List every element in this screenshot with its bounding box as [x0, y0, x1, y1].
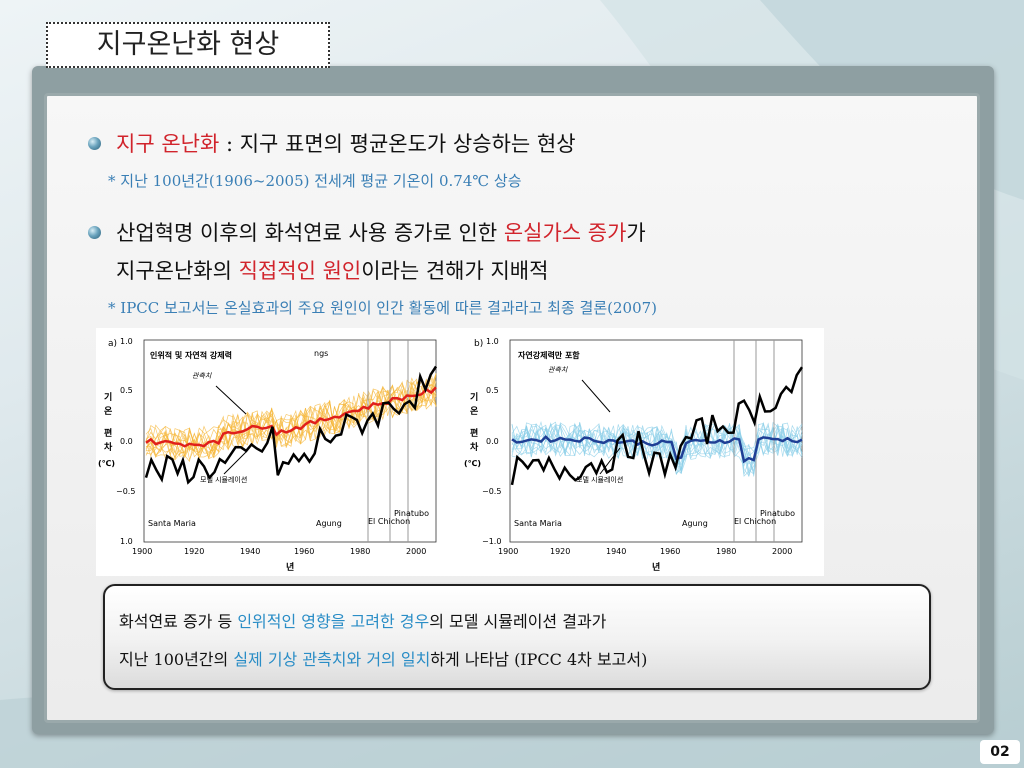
summary-highlight-human: 인위적인 영향을 고려한 경우: [237, 612, 430, 631]
panel-b-ylabel: 차: [470, 441, 479, 453]
panel-b-model-mean-line: [511, 435, 803, 464]
panel-b-ytick: 1.0: [486, 337, 499, 346]
panel-b-obs-label: 관측치: [548, 366, 568, 374]
slide-title: 지구온난화 현상: [46, 22, 330, 68]
panel-b-ytick: 0.0: [486, 437, 499, 446]
panel-a-obs-arrow: [215, 385, 247, 415]
panel-a-model-label: 모델 시뮬레이션: [200, 475, 247, 484]
panel-a-xtick: 1940: [240, 547, 260, 556]
panel-b-xlabel: 년: [652, 561, 660, 573]
panel-b-ylabel: 기: [470, 391, 478, 403]
summary-line2: 지난 100년간의 실제 기상 관측치와 거의 일치하게 나타남 (IPCC 4…: [119, 646, 647, 670]
panel-a-partial-text: ngs: [314, 349, 328, 358]
panel-b-volcano-pinatubo: Pinatubo: [760, 509, 795, 518]
panel-b-xtick: 1920: [550, 547, 570, 556]
panel-a-obs-label: 관측치: [192, 372, 212, 380]
panel-b-xtick: 1960: [660, 547, 680, 556]
bullet2-highlight-cause: 직접적인 원인: [238, 259, 362, 283]
panel-a-model-arrow: [223, 451, 247, 475]
panel-a-xlabel: 년: [286, 561, 294, 573]
bullet2-highlight-greenhouse: 온실가스 증가: [503, 221, 627, 245]
figure-svg: a) 인위적 및 자연적 강제력 ngs 관측치 모델 시뮬레이션 Santa …: [98, 337, 804, 573]
panel-a-xtick: 2000: [406, 547, 426, 556]
panel-b-volcano-santamaria: Santa Maria: [514, 519, 562, 528]
bullet2-line1-text: 산업혁명 이후의 화석연료 사용 증가로 인한: [116, 221, 504, 245]
panel-b-model-runs: [511, 420, 803, 477]
panel-b-ytick: −1.0: [482, 537, 501, 546]
panel-a-ytick: 1.0: [120, 537, 133, 546]
panel-b-volcano-agung: Agung: [682, 519, 708, 528]
panel-b-model-label: 모델 시뮬레이션: [576, 475, 623, 484]
panel-a-ytick: 1.0: [120, 337, 133, 346]
summary-line1: 화석연료 증가 등 인위적인 영향을 고려한 경우의 모델 시뮬레이션 결과가: [119, 608, 606, 632]
panel-a-xtick: 1920: [184, 547, 204, 556]
bullet2-line1-suffix: 가: [626, 221, 646, 245]
panel-b: b) 자연강제력만 포함 관측치 모델 시뮬레이션 Santa Maria Ag…: [464, 337, 804, 573]
panel-a-ytick: 0.5: [120, 386, 133, 395]
panel-b-ytick: 0.5: [486, 386, 499, 395]
panel-a-frame: [143, 339, 437, 543]
ipcc-temperature-figure: a) 인위적 및 자연적 강제력 ngs 관측치 모델 시뮬레이션 Santa …: [96, 328, 824, 576]
bullet-icon: [88, 226, 101, 239]
panel-b-obs-arrow: [581, 379, 611, 413]
panel-b-xtick: 1980: [716, 547, 736, 556]
model-run-line: [145, 373, 437, 459]
summary-line1-text: 화석연료 증가 등: [119, 612, 238, 631]
summary-line2-text: 지난 100년간의: [119, 650, 234, 669]
panel-b-legend: 자연강제력만 포함: [518, 350, 580, 360]
panel-a-model-runs: [145, 373, 437, 463]
panel-a-volcano-santamaria: Santa Maria: [148, 519, 196, 528]
panel-b-model-arrow: [599, 447, 621, 475]
panel-b-label: b): [474, 339, 483, 349]
summary-box: 화석연료 증가 등 인위적인 영향을 고려한 경우의 모델 시뮬레이션 결과가 …: [103, 584, 931, 690]
bullet2-line2: 지구온난화의 직접적인 원인이라는 견해가 지배적: [116, 255, 548, 285]
bullet2-line2-suffix: 이라는 견해가 지배적: [361, 259, 549, 283]
panel-a-xtick: 1980: [350, 547, 370, 556]
model-run-line: [145, 381, 437, 460]
panel-a-ylabel: 기: [104, 391, 112, 403]
summary-line1-suffix: 의 모델 시뮬레이션 결과가: [429, 612, 607, 631]
bullet2-line1: 산업혁명 이후의 화석연료 사용 증가로 인한 온실가스 증가가: [116, 217, 646, 247]
panel-a-ylabel: 차: [104, 441, 113, 453]
panel-a: a) 인위적 및 자연적 강제력 ngs 관측치 모델 시뮬레이션 Santa …: [98, 337, 438, 573]
panel-b-ylabel: 온: [470, 406, 478, 417]
panel-a-ylabel: (℃): [98, 459, 115, 468]
panel-b-ylabel: (℃): [464, 459, 481, 468]
panel-a-xtick: 1960: [294, 547, 314, 556]
model-run-line: [511, 423, 803, 467]
bullet-icon: [88, 137, 101, 150]
panel-a-volcano-agung: Agung: [316, 519, 342, 528]
page-number: 02: [980, 740, 1020, 764]
bullet1-text: 지구 온난화 : 지구 표면의 평균온도가 상승하는 현상: [116, 128, 576, 158]
panel-b-ylabel: 편: [470, 427, 478, 439]
panel-b-xtick: 1940: [606, 547, 626, 556]
bullet1-definition: : 지구 표면의 평균온도가 상승하는 현상: [219, 132, 576, 156]
panel-a-xtick: 1900: [132, 547, 152, 556]
panel-b-xtick: 1900: [498, 547, 518, 556]
bullet1-term: 지구 온난화: [116, 132, 220, 156]
panel-a-observed-line: [144, 365, 438, 485]
panel-a-ylabel: 편: [104, 427, 112, 439]
bullet2-line2-text: 지구온난화의: [116, 259, 239, 283]
model-run-line: [145, 380, 437, 458]
bullet2-note: * IPCC 보고서는 온실효과의 주요 원인이 인간 활동에 따른 결과라고 …: [108, 299, 658, 317]
summary-line2-suffix: 하게 나타남 (IPCC 4차 보고서): [430, 650, 648, 669]
panel-a-ytick: 0.0: [120, 437, 133, 446]
panel-a-label: a): [108, 339, 117, 349]
panel-b-xtick: 2000: [772, 547, 792, 556]
panel-a-ytick: −0.5: [116, 487, 135, 496]
panel-a-legend: 인위적 및 자연적 강제력: [150, 350, 232, 360]
model-run-line: [511, 422, 803, 470]
panel-b-observed-line: [510, 366, 804, 486]
summary-highlight-match: 실제 기상 관측치와 거의 일치: [233, 650, 431, 669]
panel-a-volcano-pinatubo: Pinatubo: [394, 509, 429, 518]
panel-b-volcano-elchichon: El Chichon: [734, 517, 776, 526]
panel-a-ylabel: 온: [104, 406, 112, 417]
bullet1-note: * 지난 100년간(1906~2005) 전세계 평균 기온이 0.74℃ 상…: [108, 172, 522, 190]
panel-b-ytick: −0.5: [482, 487, 501, 496]
panel-a-volcano-elchichon: El Chichon: [368, 517, 410, 526]
